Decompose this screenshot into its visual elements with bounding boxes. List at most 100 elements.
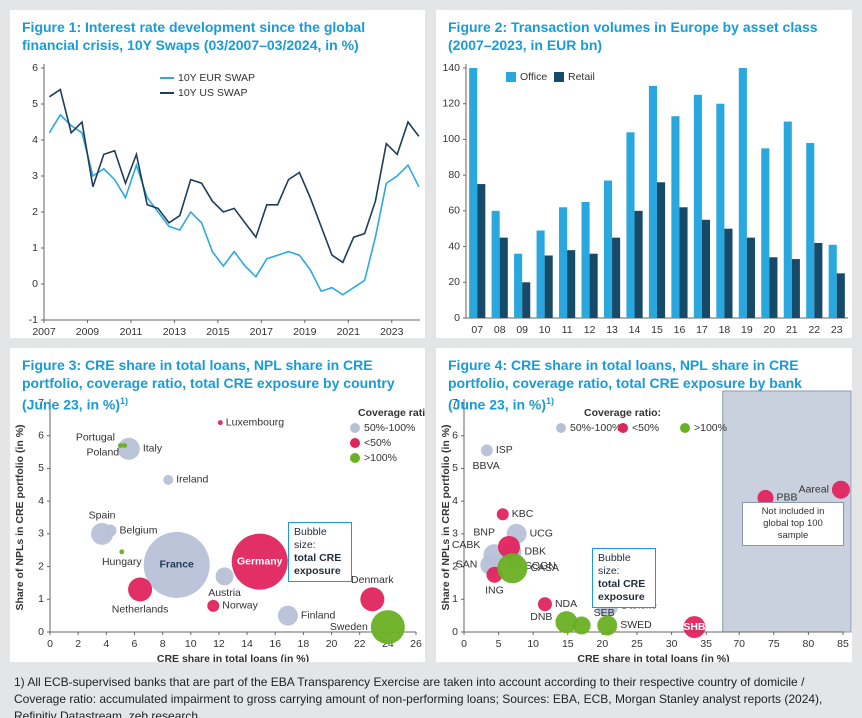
- y-tick-label: 3: [38, 528, 44, 540]
- legend-label: Retail: [568, 71, 595, 83]
- y-tick-label: 3: [32, 170, 38, 182]
- bubble: [117, 443, 123, 448]
- y-tick-label: 4: [32, 134, 38, 146]
- bubble-label: ISP: [496, 444, 513, 456]
- bubble-label: CABK: [452, 539, 481, 551]
- x-axis-title: CRE share in total loans (in %): [157, 653, 309, 662]
- x-tick-label: 5: [496, 638, 502, 650]
- bar: [724, 228, 733, 318]
- bar: [679, 207, 688, 318]
- panel: Figure 1: Interest rate development sinc…: [10, 10, 425, 338]
- title-note: 1): [546, 396, 555, 406]
- bubble-label: SWED: [620, 619, 652, 631]
- x-tick-label: 2007: [32, 326, 56, 338]
- bubble: [831, 480, 850, 499]
- bar: [761, 148, 770, 318]
- legend-title: Coverage ratio:: [358, 407, 425, 419]
- bubble: [360, 587, 385, 612]
- bubble: [163, 474, 174, 485]
- annotation-title: Bubble size:: [598, 552, 631, 577]
- y-tick-label: 80: [448, 169, 460, 181]
- bubble-label: KBC: [512, 508, 534, 520]
- bar: [589, 253, 598, 318]
- bubble-label: Denmark: [351, 574, 394, 586]
- bubble: [119, 549, 125, 555]
- bubble: [597, 615, 618, 636]
- y-tick-label: 7: [452, 397, 458, 409]
- legend-swatch: [618, 423, 628, 433]
- y-tick-label: 3: [452, 528, 458, 540]
- y-tick-label: 4: [452, 495, 458, 507]
- y-tick-label: 20: [448, 276, 460, 288]
- bubble-label: SAN: [456, 559, 478, 571]
- bar: [806, 143, 815, 318]
- x-tick-label: 20: [764, 324, 776, 336]
- bar: [746, 237, 755, 318]
- bubble-label: Sweden: [330, 621, 368, 633]
- bubble-label: Portugal: [76, 431, 115, 443]
- bar: [491, 210, 500, 318]
- bubble-label: Belgium: [120, 524, 158, 536]
- bubble: [484, 450, 489, 455]
- legend-label: 50%-100%: [570, 422, 621, 434]
- x-tick-label: 17: [696, 324, 708, 336]
- y-tick-label: 5: [32, 98, 38, 110]
- legend-label: Office: [520, 71, 547, 83]
- panel: Figure 4: CRE share in total loans, NPL …: [436, 348, 852, 662]
- bubble-label: SHB: [683, 621, 706, 633]
- bubble: [497, 553, 528, 584]
- x-tick-label: 2013: [163, 326, 187, 338]
- bar: [657, 182, 666, 318]
- bubble: [537, 597, 552, 612]
- chart: 0 20 40 60 80 100 120 140 07 08 09 10 11 12 13 14 15 16 17…: [442, 62, 848, 336]
- bar: [544, 255, 553, 318]
- bubble-label: BBVA: [473, 460, 500, 472]
- bar: [814, 243, 823, 318]
- bar: [612, 237, 621, 318]
- bubble-label: Austria: [208, 587, 241, 599]
- x-tick-label: 15: [562, 638, 574, 650]
- y-tick-label: 6: [38, 429, 44, 441]
- legend-label: 10Y EUR SWAP: [178, 72, 255, 84]
- x-tick-label: 12: [584, 324, 596, 336]
- y-tick-label: 0: [32, 278, 38, 290]
- x-tick-label: 22: [354, 638, 366, 650]
- legend-swatch: [556, 423, 566, 433]
- bar: [828, 244, 837, 318]
- bubble: [143, 531, 210, 598]
- x-tick-label: 21: [786, 324, 798, 336]
- legend-title: Coverage ratio:: [584, 407, 661, 419]
- legend-swatch: [350, 453, 360, 463]
- bubble: [496, 508, 509, 521]
- legend-label: >100%: [364, 452, 397, 464]
- title-note: 1): [120, 396, 129, 406]
- y-tick-label: 1: [452, 593, 458, 605]
- bubble: [277, 605, 298, 626]
- x-tick-label: 16: [269, 638, 281, 650]
- legend-swatch: [506, 72, 516, 82]
- footnote: 1) All ECB-supervised banks that are par…: [14, 675, 823, 718]
- y-tick-label: 5: [38, 462, 44, 474]
- x-tick-label: 16: [674, 324, 686, 336]
- bubble-label: DBK: [524, 546, 546, 558]
- bubble-label: UCG: [530, 528, 553, 540]
- bubble: [207, 599, 220, 612]
- x-tick-label: 14: [241, 638, 253, 650]
- legend-label: <50%: [632, 422, 659, 434]
- y-tick-label: 6: [452, 429, 458, 441]
- y-axis-title: Share of NPLs in CRE portfolio (in %): [440, 424, 452, 610]
- x-tick-label: 2: [75, 638, 81, 650]
- y-tick-label: 2: [38, 560, 44, 572]
- bubble-label: Norway: [222, 600, 258, 612]
- bubble-label: SOGN: [525, 560, 556, 572]
- legend-swatch: [350, 438, 360, 448]
- y-tick-label: 2: [452, 560, 458, 572]
- bar: [716, 103, 725, 318]
- bubble: [104, 524, 117, 537]
- bar: [559, 207, 568, 318]
- bar: [514, 253, 523, 318]
- x-tick-label: 2023: [380, 326, 404, 338]
- x-tick-label: 23: [831, 324, 843, 336]
- x-tick-label: 26: [410, 638, 422, 650]
